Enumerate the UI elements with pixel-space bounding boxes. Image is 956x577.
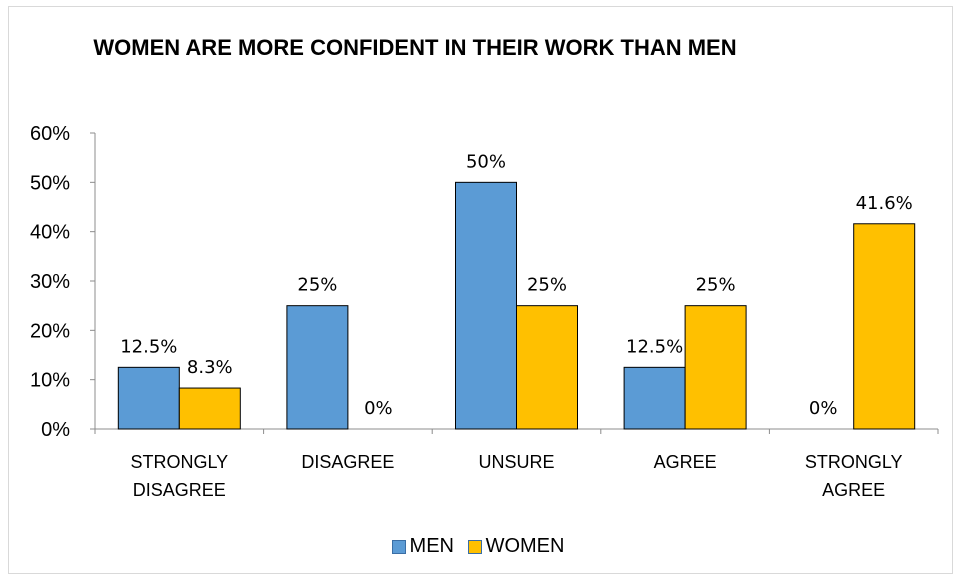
data-label-men: 12.5% <box>120 336 177 357</box>
x-category-label: STRONGLY <box>130 452 228 472</box>
legend-label-women: WOMEN <box>485 535 565 557</box>
y-tick-label: 50% <box>30 172 70 194</box>
bar-men <box>623 366 686 430</box>
bar-men <box>286 305 349 430</box>
data-label-women: 25% <box>527 275 567 296</box>
data-label-women: 8.3% <box>187 357 233 378</box>
y-tick-label: 60% <box>30 123 70 145</box>
y-tick-label: 20% <box>30 320 70 342</box>
data-label-women: 41.6% <box>856 193 913 214</box>
data-label-men: 50% <box>466 151 506 172</box>
legend-item-men: MEN <box>391 535 454 558</box>
x-category-label: STRONGLY <box>805 452 903 472</box>
x-category-label: AGREE <box>822 480 885 500</box>
legend-item-women: WOMEN <box>467 535 565 558</box>
x-category-label: DISAGREE <box>301 452 394 472</box>
legend-label-men: MEN <box>409 535 454 557</box>
bar-women <box>178 387 241 430</box>
x-category-label: UNSURE <box>478 452 554 472</box>
y-tick-label: 0% <box>41 419 70 441</box>
data-label-men: 25% <box>297 275 337 296</box>
bar-women <box>853 223 916 430</box>
data-label-men: 12.5% <box>626 336 683 357</box>
bar-women <box>516 305 578 430</box>
data-label-women: 0% <box>364 398 393 419</box>
y-tick-label: 40% <box>30 222 70 244</box>
chart-title: WOMEN ARE MORE CONFIDENT IN THEIR WORK T… <box>93 35 737 60</box>
x-category-label: AGREE <box>654 452 717 472</box>
bar-women <box>684 305 747 430</box>
data-label-women: 25% <box>696 275 736 296</box>
bar-men <box>455 181 517 430</box>
y-tick-label: 10% <box>30 370 70 392</box>
data-label-men: 0% <box>809 398 838 419</box>
legend: MEN WOMEN <box>0 535 956 560</box>
bar-men <box>117 366 180 430</box>
y-tick-label: 30% <box>30 271 70 293</box>
x-category-label: DISAGREE <box>133 480 226 500</box>
legend-swatch-women <box>467 539 482 554</box>
legend-swatch-men <box>391 539 406 554</box>
